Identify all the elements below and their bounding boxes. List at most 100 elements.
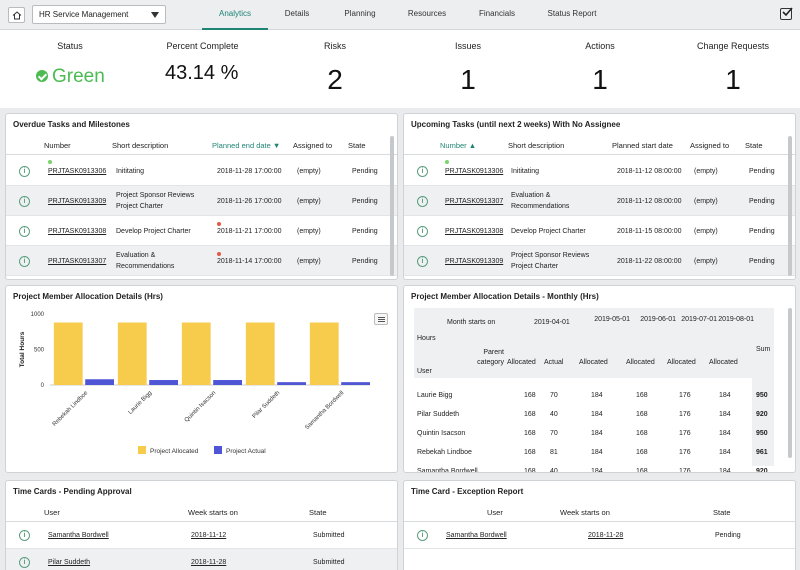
col-planned-end-date[interactable]: Planned end date ▼ xyxy=(212,141,280,150)
col-state[interactable]: State xyxy=(309,508,327,517)
tab-resources[interactable]: Resources xyxy=(407,9,447,18)
bar-allocated[interactable] xyxy=(117,322,147,385)
info-icon[interactable]: i xyxy=(19,256,30,267)
col-state[interactable]: State xyxy=(713,508,731,517)
task-number-link[interactable]: PRJTASK0913309 xyxy=(48,198,107,205)
info-icon[interactable]: i xyxy=(417,530,428,541)
menu-icon[interactable] xyxy=(374,313,388,325)
col-planned-start-date[interactable]: Planned start date xyxy=(612,141,673,150)
info-icon[interactable]: i xyxy=(417,256,428,267)
user-cell: Laurie Bigg xyxy=(417,392,453,399)
home-button[interactable] xyxy=(8,7,25,23)
col-week-starts-on[interactable]: Week starts on xyxy=(188,508,238,517)
table-row[interactable]: i PRJTASK0913307 Evaluation & Recommendatio… xyxy=(6,246,397,276)
info-icon[interactable]: i xyxy=(417,196,428,207)
col-assigned-to[interactable]: Assigned to xyxy=(293,141,333,150)
tab-details[interactable]: Details xyxy=(284,9,310,18)
week-link[interactable]: 2018-11-28 xyxy=(588,532,624,539)
kpi-actions-label: Actions xyxy=(585,41,615,51)
col-number[interactable]: Number xyxy=(44,141,71,150)
table-row[interactable]: i Samantha Bordwell 2018-11-28 Pending xyxy=(404,522,795,549)
bar-actual[interactable] xyxy=(149,380,178,385)
bar-allocated[interactable] xyxy=(181,322,211,385)
legend-swatch-allocated[interactable] xyxy=(138,446,146,454)
legend-label-allocated[interactable]: Project Allocated xyxy=(150,448,199,455)
col-week-starts-on[interactable]: Week starts on xyxy=(560,508,610,517)
parent-category-label: Parent category xyxy=(477,349,504,366)
task-number-link[interactable]: PRJTASK0913308 xyxy=(445,228,504,235)
info-icon[interactable]: i xyxy=(417,166,428,177)
bar-actual[interactable] xyxy=(213,380,242,385)
hours-label: Hours xyxy=(417,335,436,342)
info-icon[interactable]: i xyxy=(19,196,30,207)
col-state[interactable]: State xyxy=(745,141,763,150)
user-link[interactable]: Pilar Suddeth xyxy=(48,559,91,566)
bar-allocated[interactable] xyxy=(53,322,83,385)
table-row[interactable]: i PRJTASK0913308 Develop Project Charter 20… xyxy=(404,216,795,246)
scrollbar[interactable] xyxy=(788,308,792,458)
kpi-actions[interactable]: Actions 1 xyxy=(565,30,635,108)
sort-down-icon: ▼ xyxy=(272,141,281,150)
col-number-label: Number xyxy=(440,141,467,150)
table-row[interactable]: i PRJTASK0913306 Inititating 2018-11-28 17:… xyxy=(6,156,397,186)
week-link[interactable]: 2018-11-12 xyxy=(191,532,227,539)
col-short-description[interactable]: Short description xyxy=(112,141,169,150)
table-row[interactable]: i PRJTASK0913306 Inititating 2018-11-12 08:… xyxy=(404,156,795,186)
col-user[interactable]: User xyxy=(44,508,60,517)
table-row[interactable]: i PRJTASK0913309 Project Sponsor Reviews Pr… xyxy=(404,246,795,276)
user-link[interactable]: Samantha Bordwell xyxy=(446,532,507,539)
y-tick-label: 500 xyxy=(34,348,45,354)
info-icon[interactable]: i xyxy=(19,166,30,177)
col-state[interactable]: State xyxy=(348,141,366,150)
kpi-percent-label: Percent Complete xyxy=(166,41,239,51)
legend-swatch-actual[interactable] xyxy=(214,446,222,454)
col-number[interactable]: Number ▲ xyxy=(440,141,476,150)
legend-label-actual[interactable]: Project Actual xyxy=(226,448,266,455)
col-short-description[interactable]: Short description xyxy=(508,141,565,150)
info-icon[interactable]: i xyxy=(19,226,30,237)
info-icon[interactable]: i xyxy=(19,557,30,568)
tab-analytics[interactable]: Analytics xyxy=(202,0,268,30)
task-number-link[interactable]: PRJTASK0913309 xyxy=(445,258,504,265)
info-icon[interactable]: i xyxy=(417,226,428,237)
kpi-change-requests[interactable]: Change Requests 1 xyxy=(688,30,778,108)
col-planned-end-label: Planned end date xyxy=(212,141,271,150)
task-number-link[interactable]: PRJTASK0913306 xyxy=(48,168,107,175)
date-cell: 2018-11-14 17:00:00 xyxy=(217,258,282,265)
bar-actual[interactable] xyxy=(85,379,114,385)
col-user[interactable]: User xyxy=(487,508,503,517)
task-number-link[interactable]: PRJTASK0913308 xyxy=(48,228,107,235)
kpi-change-label: Change Requests xyxy=(696,41,770,51)
bar-actual[interactable] xyxy=(277,382,306,385)
bar-allocated[interactable] xyxy=(245,322,275,385)
upcoming-title: Upcoming Tasks (until next 2 weeks) With… xyxy=(411,120,621,129)
scrollbar[interactable] xyxy=(390,136,394,276)
user-link[interactable]: Samantha Bordwell xyxy=(48,532,109,539)
kpi-risks[interactable]: Risks 2 xyxy=(300,30,370,108)
scrollbar[interactable] xyxy=(788,136,792,276)
state-cell: Pending xyxy=(352,198,378,205)
value-cell: 168 xyxy=(636,392,648,399)
tab-status-report[interactable]: Status Report xyxy=(547,9,597,18)
task-number-link[interactable]: PRJTASK0913307 xyxy=(445,198,504,205)
state-cell: Submitted xyxy=(313,532,345,539)
tab-financials[interactable]: Financials xyxy=(478,9,515,18)
bar-allocated[interactable] xyxy=(309,322,339,385)
table-row[interactable]: i PRJTASK0913309 Project Sponsor Reviews Pr… xyxy=(6,186,397,216)
table-row[interactable]: i Samantha Bordwell 2018-11-12 Submitted xyxy=(6,522,397,549)
bar-actual[interactable] xyxy=(341,382,370,385)
task-number-link[interactable]: PRJTASK0913306 xyxy=(445,168,504,175)
assigned-cell: (empty) xyxy=(297,258,321,265)
week-link[interactable]: 2018-11-28 xyxy=(191,559,227,566)
table-row[interactable]: i PRJTASK0913307 Evaluation & Recommendatio… xyxy=(404,186,795,216)
kpi-issues[interactable]: Issues 1 xyxy=(433,30,503,108)
checkbox-icon[interactable] xyxy=(780,7,793,20)
col-assigned-to[interactable]: Assigned to xyxy=(690,141,730,150)
project-select[interactable]: HR Service Management xyxy=(32,5,166,24)
tab-planning[interactable]: Planning xyxy=(344,9,376,18)
state-cell: Pending xyxy=(749,228,775,235)
task-number-link[interactable]: PRJTASK0913307 xyxy=(48,258,107,265)
info-icon[interactable]: i xyxy=(19,530,30,541)
table-row[interactable]: i Pilar Suddeth 2018-11-28 Submitted xyxy=(6,549,397,570)
table-row[interactable]: i PRJTASK0913308 Develop Project Charter 20… xyxy=(6,216,397,246)
